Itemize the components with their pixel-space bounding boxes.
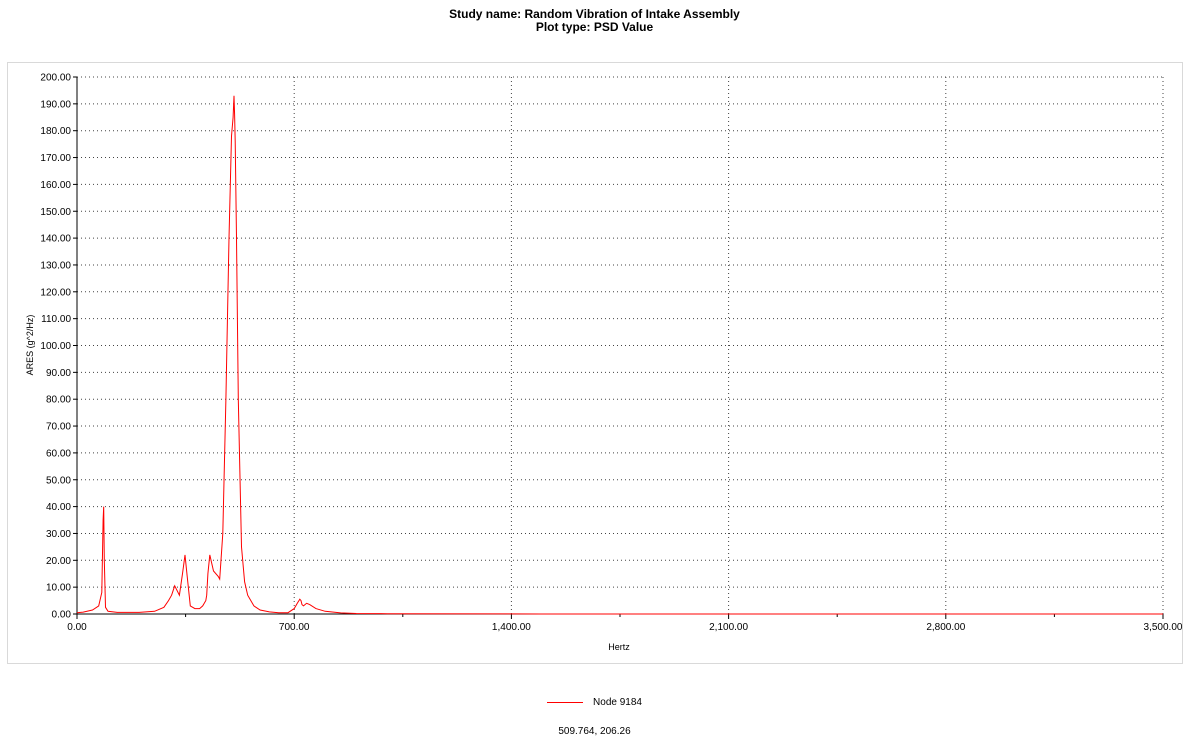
y-tick-label: 20.00 — [46, 556, 71, 567]
y-tick-label: 40.00 — [46, 502, 71, 513]
y-tick-label: 100.00 — [40, 341, 71, 352]
x-tick-label: 1,400.00 — [492, 622, 531, 633]
grid — [77, 76, 1164, 614]
y-tick-label: 120.00 — [40, 287, 71, 298]
x-axis-label: Hertz — [608, 642, 630, 652]
chart-subtitle: Plot type: PSD Value — [535, 20, 654, 34]
y-tick-label: 180.00 — [40, 126, 71, 137]
legend-swatch — [547, 701, 584, 703]
x-tick-label: 2,800.00 — [926, 622, 965, 633]
x-tick-label: 700.00 — [279, 622, 310, 633]
y-axis-ticks: 0.00 10.00 20.00 30.00 40.00 50.00 60.00 70.00 8… — [40, 73, 77, 621]
plot-frame — [7, 62, 1183, 664]
x-tick-label: 3,500.00 — [1144, 622, 1183, 633]
x-tick-label: 2,100.00 — [709, 622, 748, 633]
y-tick-label: 0.00 — [52, 610, 72, 621]
cursor-coordinate-readout: 509.764, 206.26 — [558, 726, 631, 737]
y-tick-label: 160.00 — [40, 180, 71, 191]
y-tick-label: 50.00 — [46, 475, 71, 486]
y-tick-label: 30.00 — [46, 529, 71, 540]
legend-label: Node 9184 — [593, 697, 642, 708]
series-line-node-9184 — [76, 95, 1163, 615]
x-tick-label: 0.00 — [67, 622, 87, 633]
y-tick-label: 130.00 — [40, 260, 71, 271]
y-tick-label: 10.00 — [46, 583, 71, 594]
y-tick-label: 60.00 — [46, 448, 71, 459]
axes — [76, 77, 1163, 615]
y-tick-label: 70.00 — [46, 422, 71, 433]
y-tick-label: 90.00 — [46, 368, 71, 379]
y-tick-label: 170.00 — [40, 153, 71, 164]
legend: Node 9184 — [0, 697, 1189, 709]
x-axis-ticks: 0.00 700.00 1,400.00 2,100.00 2,800.00 3,500.… — [67, 614, 1183, 633]
y-tick-label: 110.00 — [41, 314, 71, 325]
y-tick-label: 200.00 — [40, 73, 71, 84]
y-tick-label: 190.00 — [40, 99, 71, 110]
chart-title: Study name: Random Vibration of Intake A… — [449, 7, 740, 21]
y-tick-label: 80.00 — [46, 395, 71, 406]
y-tick-label: 150.00 — [40, 207, 71, 218]
y-axis-label: ARES (g^2/Hz) — [25, 315, 35, 376]
y-tick-label: 140.00 — [40, 234, 71, 245]
